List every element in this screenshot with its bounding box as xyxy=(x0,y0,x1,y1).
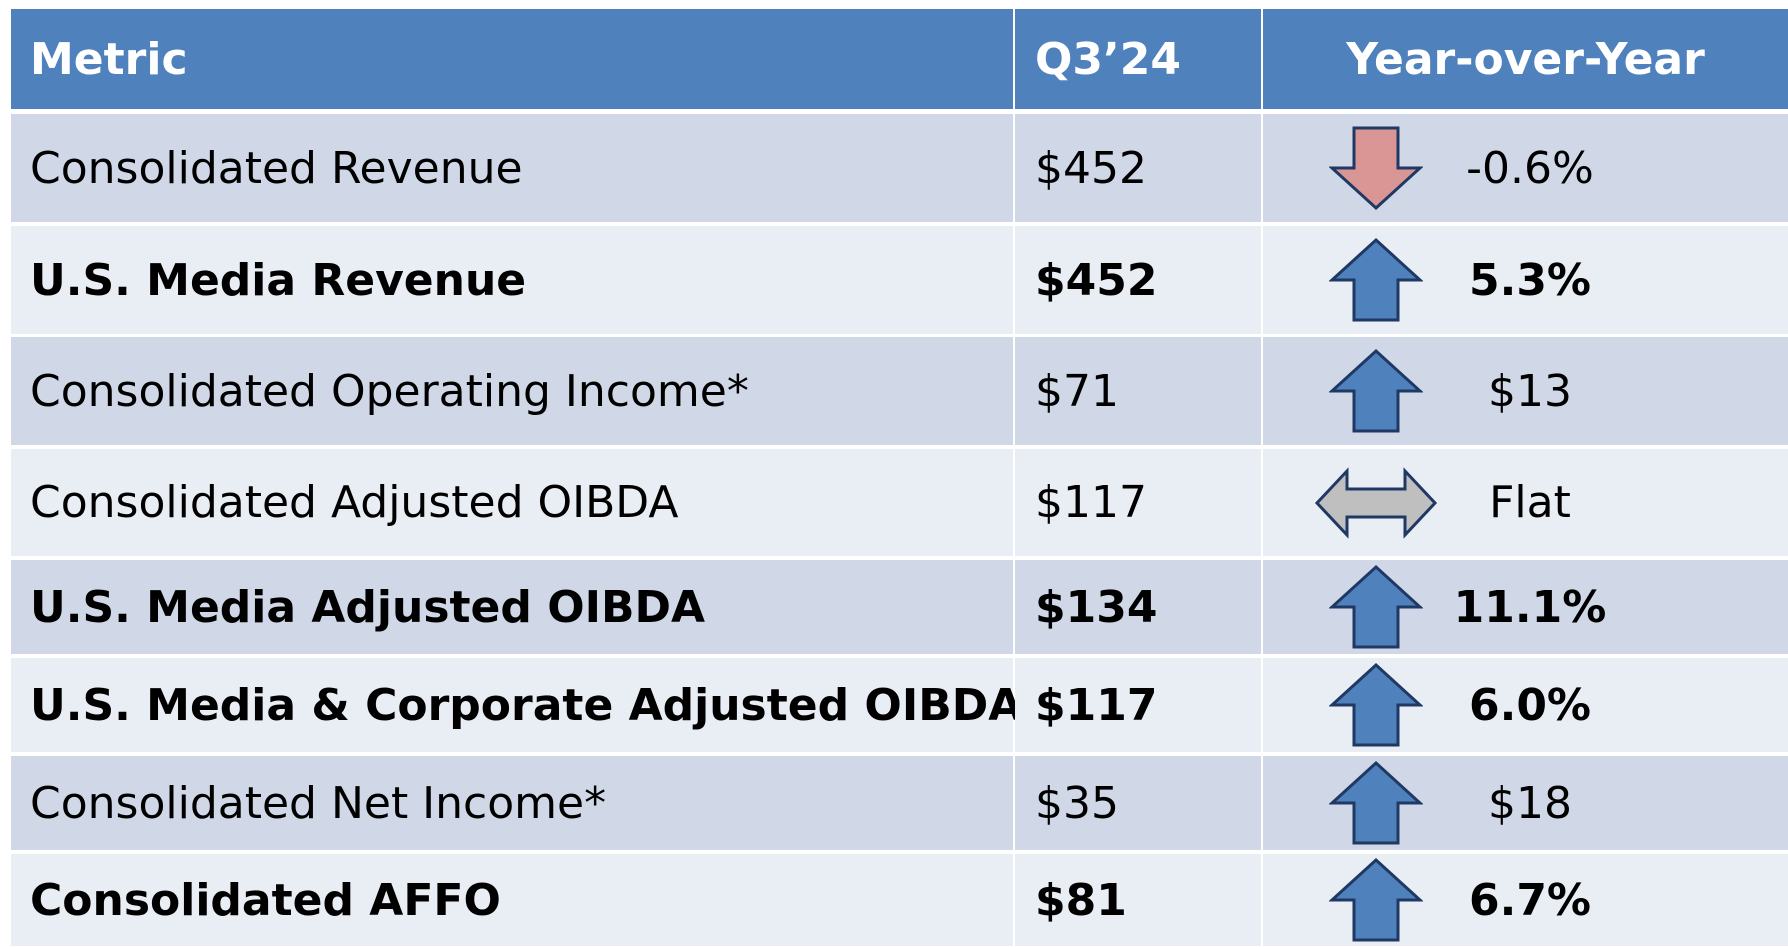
cell-text: $18 xyxy=(1488,777,1572,829)
cell-text: Consolidated Net Income* xyxy=(30,777,607,829)
trend-arrow xyxy=(1329,564,1423,649)
header-cell: Metric xyxy=(11,9,1013,109)
metric-cell: Consolidated AFFO xyxy=(11,854,1013,946)
trend-arrow xyxy=(1329,760,1423,845)
trend-arrow xyxy=(1329,237,1423,322)
cell-text: Consolidated Operating Income* xyxy=(30,365,749,417)
cell-text: $117 xyxy=(1035,679,1158,731)
cell-text: 6.0% xyxy=(1468,679,1592,731)
cell-text: $134 xyxy=(1035,581,1158,633)
value-cell: $134 xyxy=(1015,560,1261,654)
cell-text: $117 xyxy=(1035,477,1147,528)
metric-cell: U.S. Media Adjusted OIBDA xyxy=(11,560,1013,654)
cell-text: $452 xyxy=(1035,254,1158,306)
metric-cell: Consolidated Adjusted OIBDA xyxy=(11,449,1013,556)
cell-text: $13 xyxy=(1488,365,1572,417)
header-cell: Q3’24 xyxy=(1015,9,1261,109)
cell-text: 6.7% xyxy=(1468,874,1592,926)
value-cell: $452 xyxy=(1015,114,1261,222)
value-cell: $35 xyxy=(1015,756,1261,850)
cell-text: Flat xyxy=(1489,477,1571,528)
trend-arrow xyxy=(1329,857,1423,942)
value-cell: $452 xyxy=(1015,226,1261,334)
cell-text: Metric xyxy=(30,33,188,85)
cell-text: Q3’24 xyxy=(1035,33,1181,85)
metric-cell: Consolidated Revenue xyxy=(11,114,1013,222)
metric-cell: U.S. Media Revenue xyxy=(11,226,1013,334)
cell-text: Consolidated Revenue xyxy=(30,142,523,194)
trend-arrow xyxy=(1329,662,1423,747)
value-cell: $71 xyxy=(1015,337,1261,445)
cell-text: -0.6% xyxy=(1466,142,1594,194)
cell-text: $71 xyxy=(1035,365,1119,417)
cell-text: Consolidated AFFO xyxy=(30,874,501,926)
metric-cell: Consolidated Operating Income* xyxy=(11,337,1013,445)
cell-text: U.S. Media & Corporate Adjusted OIBDA xyxy=(30,679,1023,731)
cell-text: 5.3% xyxy=(1468,254,1592,306)
cell-text: U.S. Media Adjusted OIBDA xyxy=(30,581,706,633)
cell-text: 11.1% xyxy=(1453,581,1607,633)
cell-text: Consolidated Adjusted OIBDA xyxy=(30,477,679,528)
trend-arrow xyxy=(1314,466,1438,539)
cell-text: U.S. Media Revenue xyxy=(30,254,527,306)
value-cell: $117 xyxy=(1015,658,1261,752)
trend-arrow xyxy=(1329,348,1423,433)
value-cell: $81 xyxy=(1015,854,1261,946)
metric-cell: U.S. Media & Corporate Adjusted OIBDA xyxy=(11,658,1022,752)
metric-cell: Consolidated Net Income* xyxy=(11,756,1013,850)
cell-text: $35 xyxy=(1035,777,1119,829)
yoy-cell: 6.7% xyxy=(1263,854,1788,946)
yoy-cell: Flat xyxy=(1263,449,1788,556)
cell-text: $452 xyxy=(1035,142,1147,194)
trend-arrow xyxy=(1329,126,1423,211)
value-cell: $117 xyxy=(1015,449,1261,556)
header-cell: Year-over-Year xyxy=(1263,9,1788,109)
cell-text: $81 xyxy=(1035,874,1127,926)
cell-text: Year-over-Year xyxy=(1346,33,1705,85)
